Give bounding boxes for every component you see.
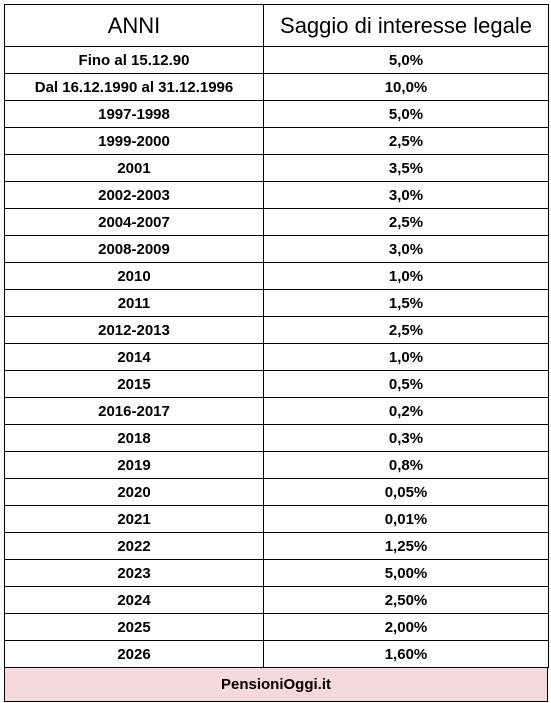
rate-cell: 0,3% (263, 424, 549, 452)
year-cell: Fino al 15.12.90 (4, 46, 264, 74)
year-cell: 2023 (4, 559, 264, 587)
rate-cell: 2,5% (263, 127, 549, 155)
rate-cell: 0,5% (263, 370, 549, 398)
year-cell: 2001 (4, 154, 264, 182)
table-row: 2001 3,5% (4, 154, 549, 182)
year-cell: 2024 (4, 586, 264, 614)
year-cell: 2008-2009 (4, 235, 264, 263)
header-row: ANNI Saggio di interesse legale (4, 4, 549, 47)
table-row: 2026 1,60% (4, 640, 549, 668)
rate-cell: 0,2% (263, 397, 549, 425)
table-row: 2010 1,0% (4, 262, 549, 290)
header-saggio: Saggio di interesse legale (263, 4, 549, 47)
year-cell: 2002-2003 (4, 181, 264, 209)
year-cell: 2021 (4, 505, 264, 533)
year-cell: 2004-2007 (4, 208, 264, 236)
year-cell: 2012-2013 (4, 316, 264, 344)
year-cell: 1997-1998 (4, 100, 264, 128)
table-row: 2020 0,05% (4, 478, 549, 506)
table-row: 2012-2013 2,5% (4, 316, 549, 344)
header-anni: ANNI (4, 4, 264, 47)
rate-cell: 0,05% (263, 478, 549, 506)
interest-rate-table: ANNI Saggio di interesse legale Fino al … (4, 4, 549, 668)
year-cell: 2019 (4, 451, 264, 479)
table-row: 2021 0,01% (4, 505, 549, 533)
year-cell: 2022 (4, 532, 264, 560)
rate-cell: 2,00% (263, 613, 549, 641)
table-row: 2023 5,00% (4, 559, 549, 587)
rate-cell: 5,0% (263, 46, 549, 74)
rate-cell: 0,8% (263, 451, 549, 479)
table-row: Fino al 15.12.90 5,0% (4, 46, 549, 74)
rate-cell: 2,5% (263, 316, 549, 344)
table-row: 2015 0,5% (4, 370, 549, 398)
rate-cell: 3,5% (263, 154, 549, 182)
table-row: 1997-1998 5,0% (4, 100, 549, 128)
table-row: 2022 1,25% (4, 532, 549, 560)
year-cell: 2026 (4, 640, 264, 668)
table-row: 2008-2009 3,0% (4, 235, 549, 263)
rate-cell: 2,50% (263, 586, 549, 614)
table-row: 2025 2,00% (4, 613, 549, 641)
source-footer: PensioniOggi.it (4, 668, 548, 702)
table-row: 2016-2017 0,2% (4, 397, 549, 425)
rate-cell: 5,0% (263, 100, 549, 128)
year-cell: 1999-2000 (4, 127, 264, 155)
year-cell: Dal 16.12.1990 al 31.12.1996 (4, 73, 264, 101)
table-row: 2018 0,3% (4, 424, 549, 452)
year-cell: 2015 (4, 370, 264, 398)
rate-cell: 3,0% (263, 181, 549, 209)
year-cell: 2016-2017 (4, 397, 264, 425)
table-row: 2014 1,0% (4, 343, 549, 371)
year-cell: 2020 (4, 478, 264, 506)
year-cell: 2025 (4, 613, 264, 641)
table-row: 1999-2000 2,5% (4, 127, 549, 155)
rate-cell: 1,0% (263, 343, 549, 371)
year-cell: 2010 (4, 262, 264, 290)
rate-cell: 2,5% (263, 208, 549, 236)
year-cell: 2014 (4, 343, 264, 371)
table-row: 2002-2003 3,0% (4, 181, 549, 209)
rate-cell: 1,25% (263, 532, 549, 560)
table-row: 2004-2007 2,5% (4, 208, 549, 236)
rate-cell: 10,0% (263, 73, 549, 101)
table-body: Fino al 15.12.90 5,0% Dal 16.12.1990 al 31… (4, 46, 549, 668)
rate-cell: 1,60% (263, 640, 549, 668)
table-row: 2019 0,8% (4, 451, 549, 479)
table-row: Dal 16.12.1990 al 31.12.1996 10,0% (4, 73, 549, 101)
rate-cell: 3,0% (263, 235, 549, 263)
year-cell: 2018 (4, 424, 264, 452)
rate-cell: 1,5% (263, 289, 549, 317)
table-row: 2024 2,50% (4, 586, 549, 614)
rate-cell: 0,01% (263, 505, 549, 533)
rate-cell: 5,00% (263, 559, 549, 587)
rate-cell: 1,0% (263, 262, 549, 290)
table-row: 2011 1,5% (4, 289, 549, 317)
year-cell: 2011 (4, 289, 264, 317)
interest-rate-document: ANNI Saggio di interesse legale Fino al … (4, 4, 549, 702)
